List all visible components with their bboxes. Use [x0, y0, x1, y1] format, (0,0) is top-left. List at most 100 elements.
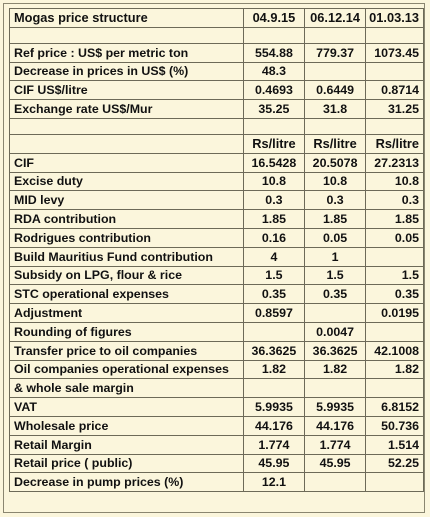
cell-value: 5.9935: [303, 397, 367, 417]
cell-value: 48.3: [242, 61, 306, 82]
cell-value: 6.8152: [365, 397, 424, 417]
row-label: Decrease in pump prices (%): [9, 472, 244, 493]
row-label: Oil companies operational expenses: [9, 359, 244, 380]
date-col-1: 04.9.15: [242, 8, 306, 28]
row-label: CIF: [9, 152, 244, 173]
cell-value: 10.8: [303, 171, 367, 192]
row-label: Ref price : US$ per metric ton: [9, 42, 244, 63]
row-label: MID levy: [9, 190, 244, 211]
cell-value: 0.0047: [303, 321, 367, 342]
cell-value: 0.8714: [365, 80, 424, 101]
cell-value: [242, 378, 306, 399]
cell-value: [303, 378, 367, 399]
unit-col-1: Rs/litre: [242, 133, 306, 154]
cell-value: [303, 303, 367, 323]
row-label: Exchange rate US$/Mur: [9, 99, 244, 119]
row-label: Wholesale price: [9, 415, 244, 436]
cell-value: 0.05: [365, 227, 424, 248]
cell-value: 1073.45: [365, 42, 424, 63]
section2-row: RDA contribution 1.85 1.85 1.85: [9, 209, 424, 229]
cell-value: 31.8: [303, 99, 367, 119]
cell-value: 16.5428: [242, 152, 306, 173]
cell-value: 10.8: [365, 171, 424, 192]
cell-value: 45.95: [242, 453, 306, 474]
units-row: Rs/litre Rs/litre Rs/litre: [9, 133, 424, 154]
cell-value: 10.8: [242, 171, 306, 192]
cell-value: 0.0195: [365, 303, 424, 323]
row-label: Decrease in prices in US$ (%): [9, 61, 244, 82]
cell-value: 1.5: [365, 265, 424, 286]
cell-value: [303, 472, 367, 493]
section2-row: VAT 5.9935 5.9935 6.8152: [9, 397, 424, 417]
cell-value: 779.37: [303, 42, 367, 63]
cell-value: [365, 378, 424, 399]
document-frame: Mogas price structure 04.9.15 06.12.14 0…: [3, 3, 425, 513]
section2-row: Retail Margin 1.774 1.774 1.514: [9, 434, 424, 455]
cell-value: 52.25: [365, 453, 424, 474]
section2-row: Decrease in pump prices (%) 12.1: [9, 472, 424, 493]
section2-row: Wholesale price 44.176 44.176 50.736: [9, 415, 424, 436]
section2-row: Rodrigues contribution 0.16 0.05 0.05: [9, 227, 424, 248]
cell-value: 0.16: [242, 227, 306, 248]
row-label: Subsidy on LPG, flour & rice: [9, 265, 244, 286]
cell-value: [242, 321, 306, 342]
row-label: Transfer price to oil companies: [9, 340, 244, 361]
spacer-row: [9, 26, 424, 44]
section2-row: STC operational expenses 0.35 0.35 0.35: [9, 284, 424, 305]
date-col-2: 06.12.14: [303, 8, 367, 28]
cell-value: [365, 246, 424, 267]
section1-row: Decrease in prices in US$ (%) 48.3: [9, 61, 424, 82]
cell-value: 27.2313: [365, 152, 424, 173]
cell-value: 1.85: [303, 209, 367, 229]
cell-value: 0.3: [365, 190, 424, 211]
cell-value: 1.85: [242, 209, 306, 229]
unit-col-2: Rs/litre: [303, 133, 367, 154]
section2-row: Rounding of figures 0.0047: [9, 321, 424, 342]
row-label: Rodrigues contribution: [9, 227, 244, 248]
cell-value: 0.4693: [242, 80, 306, 101]
cell-value: 12.1: [242, 472, 306, 493]
section2-row: MID levy 0.3 0.3 0.3: [9, 190, 424, 211]
row-label: & whole sale margin: [9, 378, 244, 399]
row-label: Build Mauritius Fund contribution: [9, 246, 244, 267]
cell-value: 35.25: [242, 99, 306, 119]
cell-value: 0.35: [365, 284, 424, 305]
cell-value: 45.95: [303, 453, 367, 474]
cell-value: 0.6449: [303, 80, 367, 101]
section2-row: Build Mauritius Fund contribution 4 1: [9, 246, 424, 267]
cell-value: 44.176: [303, 415, 367, 436]
cell-value: 1.774: [303, 434, 367, 455]
row-label: VAT: [9, 397, 244, 417]
cell-value: 0.8597: [242, 303, 306, 323]
section2-row: Oil companies operational expenses 1.82 1.…: [9, 359, 424, 380]
section2-row: CIF 16.5428 20.5078 27.2313: [9, 152, 424, 173]
cell-value: 1.82: [365, 359, 424, 380]
cell-value: 0.3: [242, 190, 306, 211]
cell-value: 5.9935: [242, 397, 306, 417]
cell-value: 4: [242, 246, 306, 267]
row-label: Excise duty: [9, 171, 244, 192]
section1-row: CIF US$/litre 0.4693 0.6449 0.8714: [9, 80, 424, 101]
cell-value: 42.1008: [365, 340, 424, 361]
cell-value: 1.5: [242, 265, 306, 286]
table-title: Mogas price structure: [9, 8, 244, 28]
cell-value: [365, 61, 424, 82]
row-label: RDA contribution: [9, 209, 244, 229]
cell-value: 50.736: [365, 415, 424, 436]
cell-value: 1.82: [242, 359, 306, 380]
cell-value: 554.88: [242, 42, 306, 63]
cell-value: 0.3: [303, 190, 367, 211]
section1-row: Ref price : US$ per metric ton 554.88 77…: [9, 42, 424, 63]
header-row: Mogas price structure 04.9.15 06.12.14 0…: [9, 8, 424, 28]
row-label: STC operational expenses: [9, 284, 244, 305]
cell-value: 36.3625: [303, 340, 367, 361]
cell-value: 0.35: [303, 284, 367, 305]
cell-value: 0.35: [242, 284, 306, 305]
row-label: Rounding of figures: [9, 321, 244, 342]
section2-row: Excise duty 10.8 10.8 10.8: [9, 171, 424, 192]
unit-col-3: Rs/litre: [365, 133, 424, 154]
section1-row: Exchange rate US$/Mur 35.25 31.8 31.25: [9, 99, 424, 119]
section2-row: Adjustment 0.8597 0.0195: [9, 303, 424, 323]
section2-row: Retail price ( public) 45.95 45.95 52.25: [9, 453, 424, 474]
section2-row: & whole sale margin: [9, 378, 424, 399]
